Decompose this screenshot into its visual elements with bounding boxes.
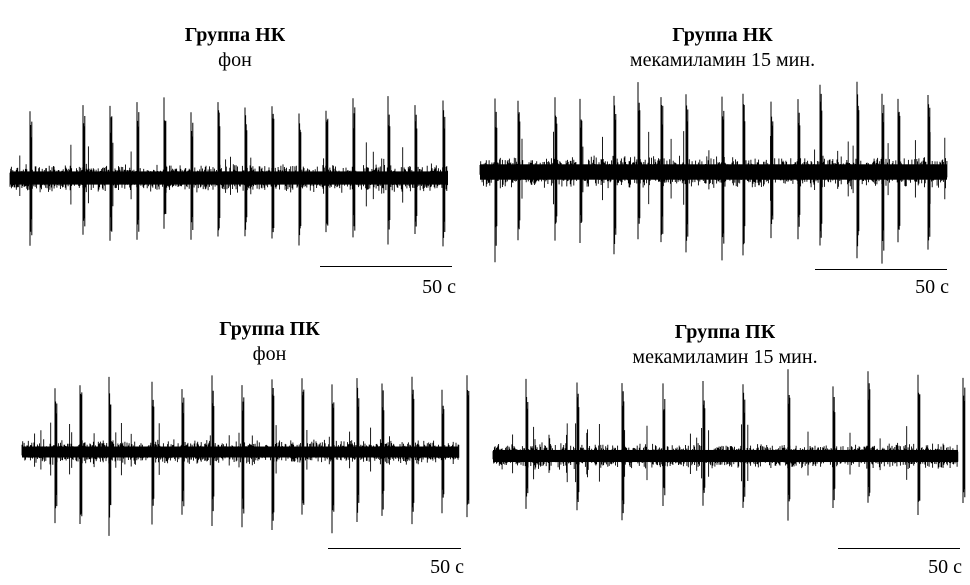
burst-spike — [742, 384, 746, 508]
panel-subtitle: мекамиламин 15 мин. — [632, 346, 818, 368]
panel-pk-mecamylamine: Группа ПК мекамиламин 15 мин. 50 с — [480, 300, 970, 585]
burst-spike — [271, 106, 275, 239]
burst-spike — [579, 98, 583, 243]
burst-spike — [702, 381, 706, 506]
burst-spike — [181, 389, 185, 515]
burst-spike — [466, 375, 470, 518]
time-scale-label: 50 с — [430, 556, 464, 578]
neural-activity-trace — [21, 375, 470, 536]
burst-spike — [109, 105, 113, 241]
burst-spike — [441, 389, 445, 514]
baseline-core — [22, 446, 459, 458]
burst-spike — [211, 375, 215, 526]
burst-spike — [387, 96, 391, 245]
burst-spike — [54, 388, 58, 524]
panel-subtitle: мекамиламин 15 мин. — [629, 49, 816, 71]
burst-spike — [787, 369, 791, 521]
burst-spike — [867, 371, 871, 503]
burst-spike — [241, 385, 245, 528]
neural-activity-trace — [479, 81, 948, 264]
burst-spike — [660, 97, 664, 243]
panel-nk-baseline: Группа НК фон 50 с — [0, 0, 470, 300]
burst-spike — [832, 386, 836, 508]
burst-spike — [576, 382, 580, 511]
burst-spike — [442, 100, 446, 247]
burst-spike — [163, 97, 167, 229]
burst-spike — [856, 81, 860, 259]
time-scale-label: 50 с — [915, 276, 949, 298]
burst-spike — [108, 376, 112, 536]
burst-spike — [621, 383, 625, 521]
burst-spike — [917, 374, 921, 515]
burst-spike — [721, 96, 725, 261]
burst-spike — [414, 105, 418, 234]
burst-spike — [554, 97, 558, 241]
burst-spike — [271, 379, 275, 530]
burst-spike — [897, 98, 901, 243]
burst-spike — [244, 107, 248, 237]
burst-spike — [301, 378, 305, 515]
burst-spike — [79, 385, 83, 524]
burst-spike — [325, 110, 329, 233]
burst-spike — [136, 102, 140, 240]
burst-spike — [742, 93, 746, 256]
burst-spike — [517, 100, 521, 241]
panel-title: Группа НК — [184, 24, 286, 46]
burst-spike — [298, 113, 302, 246]
neural-activity-trace — [492, 369, 966, 521]
panel-nk-mecamylamine: Группа НК мекамиламин 15 мин. 50 с — [475, 0, 970, 300]
baseline-core — [10, 171, 448, 185]
burst-spike — [217, 102, 221, 237]
burst-spike — [29, 111, 33, 246]
time-scale-label: 50 с — [422, 276, 456, 298]
time-scale-bar — [320, 266, 452, 267]
baseline-core — [480, 164, 947, 180]
panel-subtitle: фон — [218, 49, 252, 71]
burst-spike — [190, 112, 194, 240]
burst-spike — [381, 383, 385, 516]
burst-spike — [770, 101, 774, 239]
burst-spike — [685, 94, 689, 253]
burst-spike — [819, 84, 823, 246]
panel-subtitle: фон — [252, 343, 287, 365]
burst-spike — [797, 99, 801, 240]
burst-spike — [151, 381, 155, 525]
burst-spike — [637, 82, 641, 240]
panel-title: Группа ПК — [219, 318, 320, 340]
time-scale-bar — [838, 548, 960, 549]
panel-pk-baseline: Группа ПК фон 50 с — [0, 300, 475, 585]
burst-spike — [82, 105, 86, 235]
time-scale-bar — [815, 269, 947, 270]
burst-spike — [331, 384, 335, 534]
burst-spike — [352, 98, 356, 238]
burst-spike — [881, 93, 885, 264]
burst-spike — [494, 98, 498, 263]
burst-spike — [613, 95, 617, 255]
neural-activity-trace — [9, 96, 448, 247]
panel-title: Группа ПК — [674, 321, 776, 343]
burst-spike — [927, 95, 931, 250]
burst-spike — [962, 377, 966, 503]
burst-spike — [525, 378, 529, 509]
time-scale-bar — [328, 548, 461, 549]
baseline-core — [493, 449, 958, 463]
burst-spike — [411, 376, 415, 525]
burst-spike — [356, 378, 360, 522]
panel-title: Группа НК — [672, 24, 773, 46]
burst-spike — [662, 383, 666, 506]
time-scale-label: 50 с — [928, 556, 962, 578]
